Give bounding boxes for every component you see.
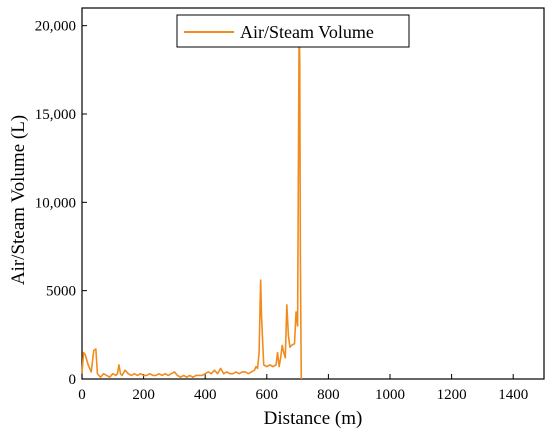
x-axis: 0 200 400 600 800 1000 1200 1400 (78, 374, 528, 403)
x-tick-label: 1200 (437, 387, 467, 403)
y-tick-label: 20,000 (35, 19, 76, 35)
x-tick-label: 0 (78, 387, 86, 403)
x-tick-label: 1400 (498, 387, 528, 403)
y-tick-label: 5000 (46, 284, 76, 300)
x-tick-label: 1000 (375, 387, 405, 403)
y-axis-title: Air/Steam Volume (L) (8, 115, 29, 285)
series-line (81, 23, 303, 380)
x-tick-label: 800 (317, 387, 340, 403)
y-tick-label: 15,000 (35, 107, 76, 123)
y-axis: 0 5000 10,000 15,000 20,000 (35, 19, 87, 388)
plot-frame (81, 7, 545, 380)
y-tick-label: 10,000 (35, 195, 76, 211)
y-tick-label: 0 (69, 372, 77, 388)
x-axis-title: Distance (m) (264, 408, 363, 429)
legend-label: Air/Steam Volume (240, 22, 374, 42)
x-tick-label: 400 (194, 387, 217, 403)
legend: Air/Steam Volume (176, 14, 410, 48)
x-tick-label: 600 (256, 387, 279, 403)
x-tick-label: 200 (132, 387, 155, 403)
